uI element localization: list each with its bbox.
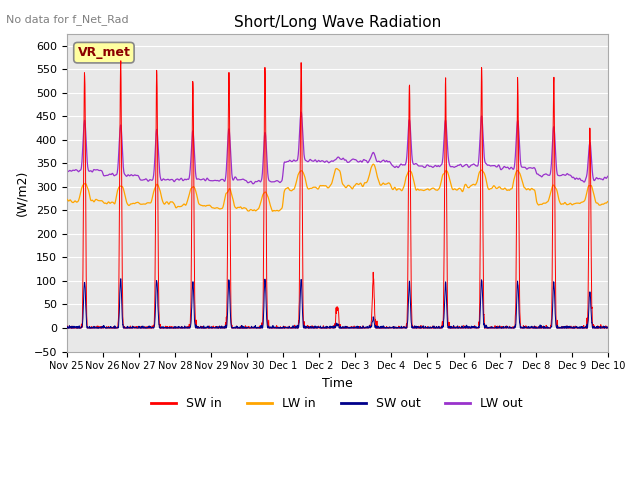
Line: SW in: SW in bbox=[67, 61, 608, 328]
LW in bbox=[572, 201, 579, 206]
LW out bbox=[365, 158, 372, 164]
LW out bbox=[297, 109, 305, 115]
SW in bbox=[117, 58, 125, 64]
SW in bbox=[604, 324, 612, 330]
SW in bbox=[556, 325, 564, 331]
LW out bbox=[495, 162, 502, 168]
LW out bbox=[214, 178, 221, 183]
Y-axis label: (W/m2): (W/m2) bbox=[15, 169, 28, 216]
SW in bbox=[214, 325, 221, 331]
LW out bbox=[353, 158, 361, 164]
SW in bbox=[353, 325, 361, 331]
Legend: SW in, LW in, SW out, LW out: SW in, LW in, SW out, LW out bbox=[147, 392, 528, 415]
SW out bbox=[557, 325, 564, 331]
SW out bbox=[365, 325, 372, 331]
LW out bbox=[63, 169, 70, 175]
SW out bbox=[353, 323, 361, 329]
X-axis label: Time: Time bbox=[322, 377, 353, 390]
LW in bbox=[269, 208, 276, 214]
Title: Short/Long Wave Radiation: Short/Long Wave Radiation bbox=[234, 15, 441, 30]
LW out bbox=[250, 181, 257, 187]
LW in bbox=[365, 175, 372, 180]
SW out bbox=[572, 325, 579, 331]
SW out bbox=[495, 325, 502, 331]
LW in bbox=[63, 196, 70, 202]
Text: VR_met: VR_met bbox=[77, 46, 131, 59]
LW out bbox=[557, 173, 564, 179]
LW in bbox=[604, 199, 612, 204]
SW out bbox=[214, 325, 222, 331]
SW out bbox=[604, 324, 612, 330]
LW in bbox=[214, 205, 221, 211]
LW in bbox=[495, 184, 502, 190]
Text: No data for f_Net_Rad: No data for f_Net_Rad bbox=[6, 14, 129, 25]
LW in bbox=[353, 180, 361, 186]
Line: LW in: LW in bbox=[67, 164, 608, 211]
LW out bbox=[572, 176, 579, 182]
SW in bbox=[365, 325, 372, 331]
SW in bbox=[572, 323, 579, 329]
Line: LW out: LW out bbox=[67, 112, 608, 184]
SW in bbox=[63, 325, 70, 331]
LW in bbox=[369, 161, 377, 167]
LW in bbox=[557, 201, 564, 206]
SW in bbox=[495, 324, 502, 329]
SW out bbox=[117, 276, 125, 282]
SW out bbox=[63, 325, 70, 331]
LW out bbox=[604, 173, 612, 179]
SW out bbox=[63, 325, 71, 331]
Line: SW out: SW out bbox=[67, 279, 608, 328]
